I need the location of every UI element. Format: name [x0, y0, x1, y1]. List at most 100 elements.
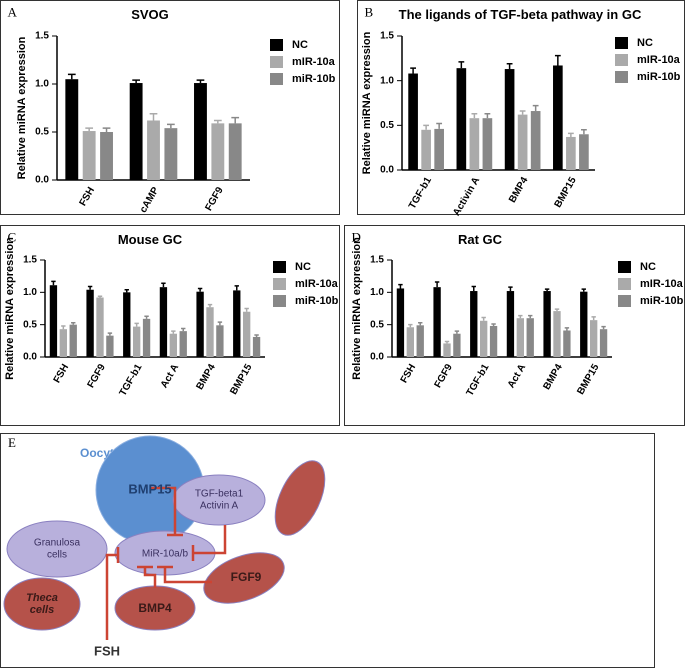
error-bar [434, 281, 440, 288]
error-bar [161, 282, 166, 288]
bar [106, 335, 114, 357]
x-tick-label: FSH [52, 362, 72, 385]
error-bar [408, 323, 413, 328]
error-bar [67, 73, 76, 80]
error-bar [171, 330, 176, 334]
y-tick-label: 1.5 [370, 255, 384, 266]
x-tick-label: BMP4 [541, 362, 565, 392]
panel-letter: D [352, 229, 361, 244]
error-bar [454, 330, 460, 334]
bar [243, 311, 251, 357]
error-bar [591, 316, 596, 321]
bar [142, 318, 151, 357]
node-label: Granulosa [34, 538, 81, 549]
bar [211, 123, 225, 180]
node-label: Activin A [200, 501, 239, 512]
x-tick-label: FGF9 [203, 185, 226, 213]
y-tick-label: 0.5 [370, 319, 384, 330]
bar [129, 83, 143, 180]
bar [86, 289, 94, 357]
error-bar [244, 307, 249, 312]
legend-label: NC [640, 261, 656, 273]
y-tick-label: 1.0 [370, 287, 384, 298]
panel-border [0, 225, 340, 426]
x-tick-label: FGF9 [433, 362, 456, 390]
node-label: TGF-beta1 [195, 489, 244, 500]
error-bar [410, 67, 416, 74]
bar [443, 343, 451, 357]
bar [504, 69, 515, 170]
granulosa-ellipse [6, 520, 108, 578]
bar [517, 114, 528, 170]
error-bar [484, 112, 491, 119]
legend-label: mIR-10a [640, 278, 684, 290]
legend-swatch [615, 54, 628, 66]
node-label: BMP15 [128, 481, 171, 496]
x-tick-label: TGF-b1 [407, 175, 434, 211]
error-bar [167, 123, 175, 129]
bar [69, 324, 77, 357]
bar [599, 329, 608, 357]
error-bar [491, 323, 496, 326]
error-bar [518, 314, 523, 319]
y-axis-label: Relative miRNA expression [16, 36, 28, 179]
legend-swatch [615, 71, 628, 83]
panel-letter: B [365, 4, 374, 19]
bar [590, 320, 598, 357]
bar [469, 118, 480, 170]
panel-border [0, 0, 340, 215]
error-bar [581, 288, 586, 292]
bar [480, 320, 488, 357]
x-tick-label: BMP4 [194, 362, 218, 392]
y-tick-label: 0.5 [380, 120, 394, 131]
bar [526, 318, 534, 357]
node-label: MiR-10a/b [142, 549, 189, 560]
inhibition-arrows [105, 486, 227, 640]
theca-ellipse [3, 577, 81, 631]
y-tick-label: 0.5 [35, 127, 49, 138]
bar [553, 65, 563, 170]
bar [470, 291, 478, 357]
error-bar [87, 285, 93, 290]
error-bar [234, 285, 239, 291]
error-bar [532, 104, 539, 112]
legend-swatch [618, 295, 631, 307]
error-bar [506, 62, 513, 70]
error-bar [85, 127, 94, 132]
x-tick-label: FSH [78, 185, 98, 208]
legend-swatch [615, 37, 628, 49]
node-label: FGF9 [231, 570, 262, 584]
bar [252, 336, 261, 357]
x-tick-label: FGF9 [86, 362, 109, 390]
bar [580, 291, 588, 357]
error-bar [418, 321, 423, 326]
bar [456, 68, 467, 170]
error-bar [458, 61, 465, 69]
bar [100, 132, 113, 180]
node-label: cells [30, 604, 54, 616]
error-bar [97, 295, 103, 298]
error-bar [544, 288, 550, 292]
y-axis-label: Relative miRNA expression [361, 31, 373, 174]
y-tick-label: 1.0 [35, 79, 49, 90]
legend-swatch [270, 56, 283, 68]
y-tick-label: 1.0 [23, 287, 37, 298]
error-bar [102, 127, 111, 132]
bar [416, 325, 424, 357]
bar [579, 134, 589, 170]
y-tick-label: 1.0 [380, 75, 394, 86]
fgf9-ellipse [203, 552, 285, 604]
bar [553, 311, 561, 357]
chart-title: Mouse GC [118, 232, 183, 247]
bar [433, 287, 441, 357]
bar [421, 129, 431, 170]
chart-title: The ligands of TGF-beta pathway in GC [399, 7, 642, 22]
node-label: FSH [94, 643, 120, 658]
x-tick-label: BMP4 [507, 175, 531, 205]
y-tick-label: 1.5 [380, 31, 394, 42]
error-bar [481, 316, 486, 321]
y-tick-label: 1.5 [35, 31, 49, 42]
legend-label: miR-10b [295, 295, 339, 307]
panel-letter: C [8, 229, 17, 244]
